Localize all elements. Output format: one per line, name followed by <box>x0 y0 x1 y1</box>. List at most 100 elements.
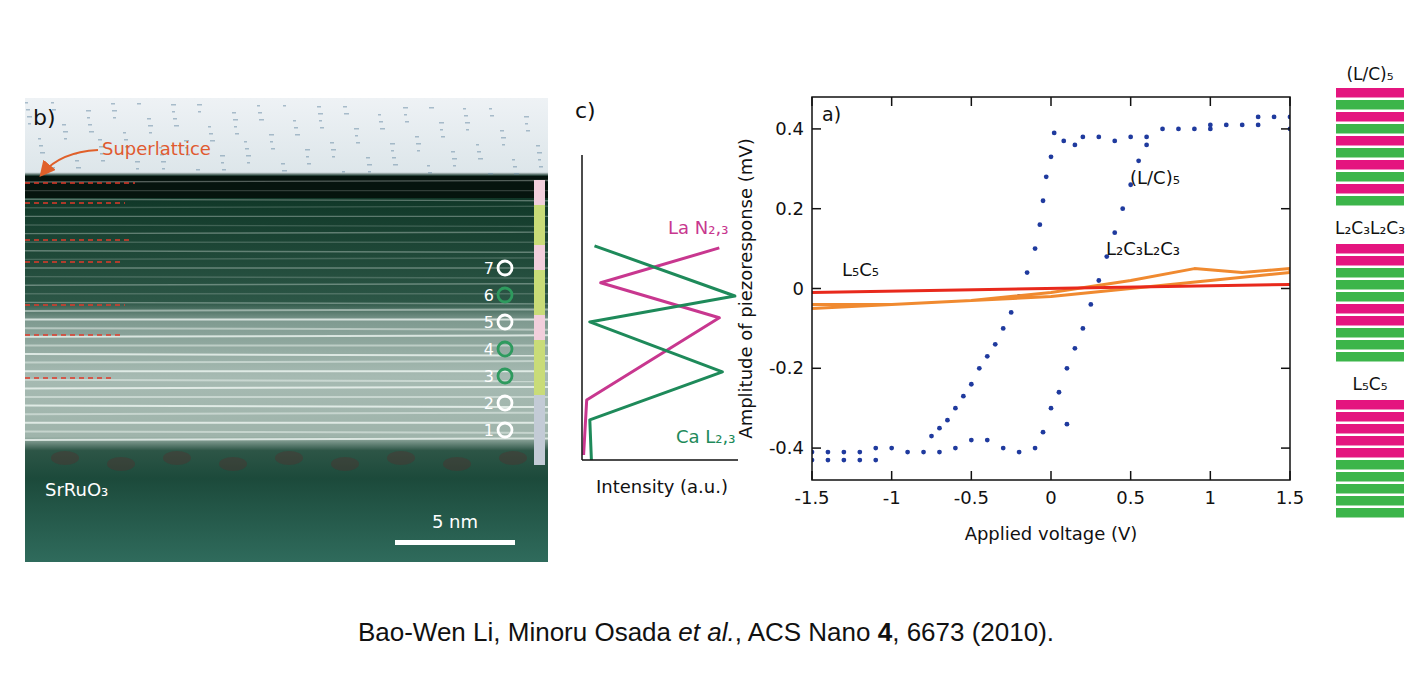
speck <box>478 158 483 160</box>
data-point <box>1065 422 1070 427</box>
tick-label: 0.2 <box>775 198 804 219</box>
layer-guide <box>25 202 125 204</box>
lattice-stripe <box>25 361 548 363</box>
data-point <box>1120 206 1125 211</box>
speck <box>441 136 445 138</box>
data-point <box>1001 326 1006 331</box>
data-point <box>1065 366 1070 371</box>
schematic-layer <box>1336 472 1404 482</box>
citation-part: , ACS Nano <box>735 617 878 647</box>
speck <box>88 124 92 126</box>
data-point <box>937 450 942 455</box>
tick <box>971 97 973 106</box>
tick <box>971 471 973 480</box>
speck <box>355 135 358 137</box>
marker-label: 3 <box>484 367 494 386</box>
speck <box>427 165 430 167</box>
speck <box>101 160 105 162</box>
speck <box>50 167 55 169</box>
layer-bar-segment <box>534 270 545 315</box>
lattice-stripe <box>25 284 548 286</box>
data-point <box>1128 134 1133 139</box>
schematic-layer <box>1336 316 1404 326</box>
speck <box>466 129 469 131</box>
speck <box>319 120 322 122</box>
lattice-stripe <box>25 302 548 304</box>
speck <box>247 162 250 164</box>
schematic-layer <box>1336 412 1404 422</box>
lattice-stripe <box>25 267 548 268</box>
data-point <box>1009 310 1014 315</box>
lattice-stripe <box>25 380 548 382</box>
layer-bar-segment <box>534 245 545 270</box>
speck <box>463 108 466 110</box>
data-point <box>1041 198 1046 203</box>
schematic-layer <box>1336 268 1404 278</box>
tick-label: -0.2 <box>769 357 804 378</box>
schematic-layer <box>1336 448 1404 458</box>
panel-label: b) <box>33 105 56 130</box>
data-point <box>889 446 894 451</box>
panel-label: a) <box>822 103 841 125</box>
tick-label: -1.5 <box>794 487 829 508</box>
data-point <box>1144 134 1149 139</box>
plot-frame <box>812 97 1290 480</box>
data-point <box>841 450 846 455</box>
speck <box>502 144 505 146</box>
data-point <box>1073 142 1078 147</box>
speck <box>259 119 264 121</box>
schematic-layer <box>1336 460 1404 470</box>
data-point <box>1136 158 1141 163</box>
data-point <box>953 446 958 451</box>
substrate-texture <box>107 457 135 471</box>
axis-title: Intensity (a.u.) <box>596 476 728 497</box>
data-point <box>969 382 974 387</box>
data-point <box>969 438 974 443</box>
speck <box>525 123 528 125</box>
tem-image <box>25 98 548 562</box>
lattice-stripe <box>25 293 548 294</box>
data-point <box>1160 127 1165 132</box>
axis-title: Amplitude of piezoresponse (mV) <box>735 138 756 438</box>
schematic-layer <box>1336 148 1404 158</box>
dark-band <box>25 176 548 198</box>
speck <box>536 145 540 147</box>
schematic-layer <box>1336 328 1404 338</box>
tick <box>1050 97 1052 106</box>
speck <box>417 150 420 152</box>
speck <box>501 137 506 139</box>
citation: Bao-Wen Li, Minoru Osada et al., ACS Nan… <box>358 617 1054 647</box>
speck <box>476 144 479 146</box>
speck <box>209 133 213 135</box>
speck <box>453 165 456 167</box>
speck <box>512 159 515 161</box>
data-point <box>1256 123 1261 128</box>
lattice-stripe <box>25 413 548 415</box>
tick-label: -0.4 <box>769 437 804 458</box>
lattice-stripe <box>25 216 548 217</box>
substrate-texture <box>163 451 191 465</box>
tick <box>811 97 813 106</box>
tick <box>1050 471 1052 480</box>
data-point <box>1096 278 1101 283</box>
speck <box>318 113 323 115</box>
scale-bar-label: 5 nm <box>432 511 478 532</box>
data-point <box>929 434 934 439</box>
lattice-stripe <box>25 406 548 408</box>
speck <box>220 155 225 157</box>
data-point <box>873 446 878 451</box>
speck <box>196 169 200 171</box>
lattice-stripe <box>25 439 548 441</box>
speck <box>452 158 457 160</box>
speck <box>232 112 236 114</box>
schematic-layer <box>1336 172 1404 182</box>
citation-part: , 6673 (2010). <box>892 617 1054 647</box>
speck <box>489 108 492 110</box>
speck <box>451 151 455 153</box>
speck <box>27 116 32 118</box>
speck <box>368 171 371 173</box>
series-label: La N₂,₃ <box>668 217 728 238</box>
speck <box>149 132 152 134</box>
layer-bar-segment <box>534 205 545 245</box>
data-point <box>1073 346 1078 351</box>
